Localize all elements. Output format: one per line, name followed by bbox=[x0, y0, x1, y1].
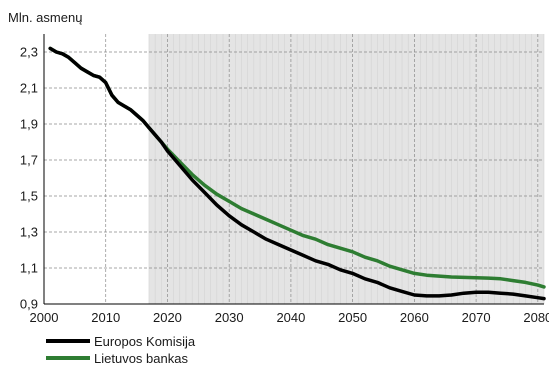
x-tick-label: 2020 bbox=[153, 310, 182, 325]
x-tick-label: 2060 bbox=[400, 310, 429, 325]
x-tick-label: 2030 bbox=[215, 310, 244, 325]
y-axis-label: Mln. asmenų bbox=[8, 10, 82, 25]
y-tick-label: 1,5 bbox=[20, 189, 38, 204]
legend-label-lietuvos-bankas: Lietuvos bankas bbox=[94, 351, 188, 366]
x-tick-label: 2080 bbox=[523, 310, 549, 325]
legend: Europos Komisija Lietuvos bankas bbox=[46, 334, 196, 366]
series-line-europos-komisija bbox=[48, 46, 546, 301]
y-tick-label: 2,3 bbox=[20, 45, 38, 60]
y-tick-label: 1,7 bbox=[20, 153, 38, 168]
x-tick-label: 2000 bbox=[30, 310, 59, 325]
y-tick-label: 0,9 bbox=[20, 297, 38, 312]
x-tick-label: 2040 bbox=[276, 310, 305, 325]
plot-area: 2000 2010 2020 2030 2040 2050 2060 2070 2080 0,9 1… bbox=[20, 34, 549, 325]
y-tick-label: 1,1 bbox=[20, 261, 38, 276]
x-tick-label: 2050 bbox=[338, 310, 367, 325]
y-tick-label: 1,9 bbox=[20, 117, 38, 132]
y-tick-label: 2,1 bbox=[20, 81, 38, 96]
legend-label-europos-komisija: Europos Komisija bbox=[94, 334, 196, 349]
x-tick-label: 2010 bbox=[91, 310, 120, 325]
x-tick-label: 2070 bbox=[462, 310, 491, 325]
y-tick-label: 1,3 bbox=[20, 225, 38, 240]
